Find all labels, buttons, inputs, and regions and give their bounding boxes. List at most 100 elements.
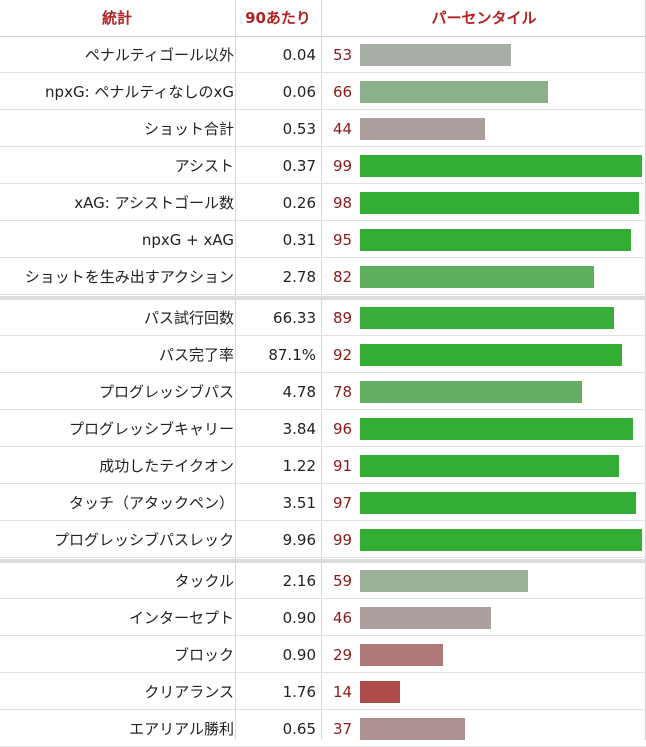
per90-value: 1.22 bbox=[282, 457, 316, 475]
percentile-bar bbox=[360, 192, 639, 214]
stat-label: エアリアル勝利 bbox=[129, 720, 234, 738]
percentile-value: 96 bbox=[333, 420, 353, 438]
per90-value: 1.76 bbox=[282, 683, 316, 701]
stat-label: パス試行回数 bbox=[143, 309, 234, 327]
percentile-bar bbox=[360, 44, 511, 66]
percentile-value: 82 bbox=[333, 268, 353, 286]
percentile-value: 59 bbox=[333, 572, 353, 590]
percentile-value: 99 bbox=[333, 157, 353, 175]
per90-value: 66.33 bbox=[273, 309, 316, 327]
stat-label: クリアランス bbox=[144, 683, 234, 701]
stat-row: アシスト 0.37 99 bbox=[0, 148, 646, 184]
stat-label: npxG: ペナルティなしのxG bbox=[45, 83, 234, 101]
percentile-value: 89 bbox=[333, 309, 353, 327]
per90-value: 3.84 bbox=[282, 420, 316, 438]
stat-label: ショットを生み出すアクション bbox=[24, 268, 234, 286]
per90-value: 0.37 bbox=[282, 157, 316, 175]
stat-row: タックル 2.16 59 bbox=[0, 563, 646, 599]
stat-row: 成功したテイクオン 1.22 91 bbox=[0, 448, 646, 484]
stat-label: アシスト bbox=[174, 157, 234, 175]
per90-value: 0.90 bbox=[282, 609, 316, 627]
stat-row: ショット合計 0.53 44 bbox=[0, 111, 646, 147]
percentile-value: 14 bbox=[333, 683, 353, 701]
stat-row: プログレッシブキャリー 3.84 96 bbox=[0, 411, 646, 447]
percentile-bar bbox=[360, 570, 528, 592]
percentile-value: 92 bbox=[333, 346, 353, 364]
stat-row: npxG: ペナルティなしのxG 0.06 66 bbox=[0, 74, 646, 110]
stat-label: xAG: アシストゴール数 bbox=[74, 194, 234, 212]
percentile-bar bbox=[360, 529, 642, 551]
group-separator bbox=[0, 559, 646, 563]
stat-row: プログレッシブパス 4.78 78 bbox=[0, 374, 646, 410]
per90-value: 4.78 bbox=[282, 383, 316, 401]
percentile-bar bbox=[360, 455, 619, 477]
stat-label: プログレッシブパス bbox=[98, 383, 234, 401]
stat-row: npxG + xAG 0.31 95 bbox=[0, 222, 646, 258]
per90-value: 0.90 bbox=[282, 646, 316, 664]
stat-row: インターセプト 0.90 46 bbox=[0, 600, 646, 636]
stat-row: xAG: アシストゴール数 0.26 98 bbox=[0, 185, 646, 221]
stat-label: ショット合計 bbox=[143, 120, 234, 138]
stat-label: ペナルティゴール以外 bbox=[84, 46, 234, 64]
percentile-value: 53 bbox=[333, 46, 353, 64]
percentile-value: 46 bbox=[333, 609, 353, 627]
percentile-bar bbox=[360, 492, 636, 514]
stat-label: プログレッシブパスレック bbox=[53, 531, 234, 549]
group-separator bbox=[0, 296, 646, 300]
percentile-value: 97 bbox=[333, 494, 353, 512]
per90-value: 0.53 bbox=[282, 120, 316, 138]
per90-value: 3.51 bbox=[282, 494, 316, 512]
percentile-bar bbox=[360, 681, 400, 703]
percentile-bar bbox=[360, 307, 614, 329]
per90-value: 9.96 bbox=[282, 531, 316, 549]
stat-row: ショットを生み出すアクション 2.78 82 bbox=[0, 259, 646, 295]
stat-label: タッチ（アタックペン） bbox=[68, 494, 234, 512]
percentile-bar bbox=[360, 644, 443, 666]
header-stat[interactable]: 統計 bbox=[101, 9, 132, 27]
per90-value: 2.16 bbox=[282, 572, 316, 590]
stat-label: 成功したテイクオン bbox=[99, 457, 234, 475]
per90-value: 2.78 bbox=[282, 268, 316, 286]
percentile-bar bbox=[360, 607, 491, 629]
percentile-value: 66 bbox=[333, 83, 353, 101]
percentile-bar bbox=[360, 81, 548, 103]
stat-label: プログレッシブキャリー bbox=[68, 420, 234, 438]
stat-row: ブロック 0.90 29 bbox=[0, 637, 646, 673]
stat-row: エアリアル勝利 0.65 37 bbox=[0, 711, 646, 747]
per90-value: 0.26 bbox=[282, 194, 316, 212]
stat-row: パス完了率 87.1% 92 bbox=[0, 337, 646, 373]
percentile-value: 98 bbox=[333, 194, 353, 212]
per90-value: 0.65 bbox=[282, 720, 316, 738]
percentile-bar bbox=[360, 418, 633, 440]
percentile-bar bbox=[360, 344, 622, 366]
stat-label: ブロック bbox=[173, 646, 234, 664]
per90-value: 87.1% bbox=[268, 346, 316, 364]
header-percentile[interactable]: パーセンタイル bbox=[431, 9, 537, 27]
percentile-bar bbox=[360, 155, 642, 177]
table-header: 統計 90あたり パーセンタイル bbox=[0, 0, 646, 37]
header-per90[interactable]: 90あたり bbox=[245, 9, 311, 27]
percentile-value: 78 bbox=[333, 383, 353, 401]
percentile-bar bbox=[360, 229, 631, 251]
stat-row: パス試行回数 66.33 89 bbox=[0, 300, 646, 336]
percentile-bar bbox=[360, 118, 485, 140]
percentile-bar bbox=[360, 381, 582, 403]
percentile-bar bbox=[360, 266, 594, 288]
stat-label: タックル bbox=[174, 572, 234, 590]
stat-row: ペナルティゴール以外 0.04 53 bbox=[0, 37, 646, 73]
percentile-value: 95 bbox=[333, 231, 353, 249]
per90-value: 0.06 bbox=[282, 83, 316, 101]
stat-row: クリアランス 1.76 14 bbox=[0, 674, 646, 710]
stat-row: タッチ（アタックペン） 3.51 97 bbox=[0, 485, 646, 521]
stat-label: npxG + xAG bbox=[141, 231, 234, 249]
stat-row: プログレッシブパスレック 9.96 99 bbox=[0, 522, 646, 558]
column-divider bbox=[235, 0, 236, 740]
column-divider bbox=[321, 0, 322, 740]
percentile-value: 29 bbox=[333, 646, 353, 664]
stat-label: パス完了率 bbox=[158, 346, 234, 364]
percentile-value: 99 bbox=[333, 531, 353, 549]
stat-label: インターセプト bbox=[128, 609, 234, 627]
percentile-value: 37 bbox=[333, 720, 353, 738]
percentile-value: 44 bbox=[333, 120, 353, 138]
per90-value: 0.31 bbox=[282, 231, 316, 249]
